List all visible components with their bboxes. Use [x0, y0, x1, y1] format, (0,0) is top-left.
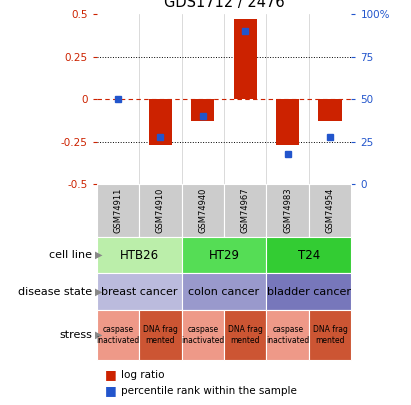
Text: DNA frag
mented: DNA frag mented — [313, 326, 348, 345]
Bar — [233, 19, 257, 99]
Text: DNA frag
mented: DNA frag mented — [228, 326, 263, 345]
Text: cell line: cell line — [49, 250, 92, 260]
Text: caspase
inactivated: caspase inactivated — [266, 326, 309, 345]
Text: DNA frag
mented: DNA frag mented — [143, 326, 178, 345]
Text: HT29: HT29 — [208, 249, 240, 262]
Title: GDS1712 / 2476: GDS1712 / 2476 — [164, 0, 284, 10]
Text: caspase
inactivated: caspase inactivated — [181, 326, 224, 345]
Text: GSM74940: GSM74940 — [198, 188, 207, 233]
Bar — [319, 99, 342, 122]
Text: GSM74911: GSM74911 — [113, 188, 122, 233]
Bar — [149, 99, 172, 145]
Text: percentile rank within the sample: percentile rank within the sample — [121, 386, 297, 396]
Text: log ratio: log ratio — [121, 370, 165, 379]
Text: ■: ■ — [105, 384, 117, 397]
Text: caspase
inactivated: caspase inactivated — [96, 326, 139, 345]
Text: GSM74967: GSM74967 — [241, 188, 250, 233]
Text: T24: T24 — [298, 249, 320, 262]
Text: GSM74910: GSM74910 — [156, 188, 165, 233]
Text: breast cancer: breast cancer — [101, 287, 177, 296]
Text: GSM74983: GSM74983 — [283, 188, 292, 233]
Text: disease state: disease state — [18, 287, 92, 296]
Text: colon cancer: colon cancer — [188, 287, 260, 296]
Text: GSM74954: GSM74954 — [326, 188, 335, 233]
Text: ▶: ▶ — [95, 330, 102, 340]
Bar — [191, 99, 215, 122]
Text: bladder cancer: bladder cancer — [267, 287, 351, 296]
Text: ■: ■ — [105, 368, 117, 381]
Text: stress: stress — [60, 330, 92, 340]
Text: HTB26: HTB26 — [120, 249, 159, 262]
Bar — [276, 99, 299, 145]
Text: ▶: ▶ — [95, 287, 102, 296]
Text: ▶: ▶ — [95, 250, 102, 260]
